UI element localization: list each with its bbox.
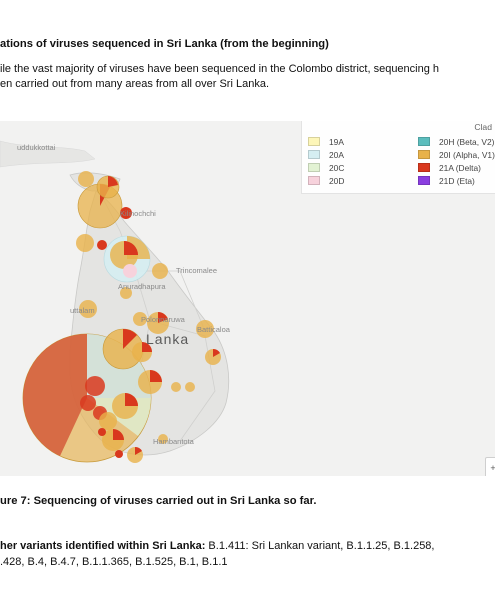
legend-label: 20A	[329, 149, 344, 160]
place-label: uttalam	[70, 306, 95, 315]
country-label: Lanka	[146, 331, 190, 347]
place-label: Anuradhapura	[118, 282, 166, 291]
place-label: Polonnaruwa	[141, 315, 185, 324]
place-label: uddukkottai	[17, 143, 56, 152]
legend-label: 20H (Beta, V2)	[439, 136, 495, 147]
legend-swatch	[308, 137, 320, 146]
variants-label: her variants identified within Sri Lanka…	[0, 540, 206, 552]
intro-line-2: en carried out from many areas from all …	[0, 78, 270, 90]
variants-paragraph: her variants identified within Sri Lanka…	[0, 539, 434, 570]
legend-item[interactable]: 20C	[308, 161, 344, 174]
legend-item[interactable]: 21A (Delta)	[418, 161, 495, 174]
legend-column-left: 19A 20A 20C 20D	[308, 135, 344, 187]
legend-item[interactable]: 20D	[308, 174, 344, 187]
figure-caption: ure 7: Sequencing of viruses carried out…	[0, 495, 317, 507]
variants-line-1: her variants identified within Sri Lanka…	[0, 539, 434, 555]
legend-label: 21A (Delta)	[439, 162, 481, 173]
road	[135, 270, 206, 332]
legend-swatch	[308, 150, 320, 159]
legend-item[interactable]: 20A	[308, 148, 344, 161]
variants-line-2: .428, B.4, B.4.7, B.1.1.365, B.1.525, B.…	[0, 555, 228, 568]
place-label: Trincomalee	[176, 266, 217, 275]
map-graphic	[0, 140, 230, 463]
legend-swatch	[418, 137, 430, 146]
legend-label: 20D	[329, 175, 345, 186]
legend-swatch	[308, 176, 320, 185]
legend-label: 20C	[329, 162, 345, 173]
zoom-button[interactable]: +	[485, 457, 495, 476]
clade-legend: Clad 19A 20A 20C 20D 20H (Beta, V2) 20I …	[301, 121, 495, 194]
legend-label: 21D (Eta)	[439, 175, 475, 186]
place-label: Hambantota	[153, 437, 194, 446]
intro-paragraph: ile the vast majority of viruses have be…	[0, 62, 439, 92]
legend-swatch	[418, 150, 430, 159]
place-label: Kilinochchi	[120, 209, 156, 218]
legend-item[interactable]: 19A	[308, 135, 344, 148]
legend-swatch	[418, 176, 430, 185]
legend-item[interactable]: 21D (Eta)	[418, 174, 495, 187]
sequencing-map[interactable]: uddukkottai Kilinochchi Trincomalee Anur…	[0, 121, 495, 476]
india-coast	[0, 140, 96, 168]
variants-list-1: B.1.411: Sri Lankan variant, B.1.1.25, B…	[205, 540, 435, 552]
intro-line-1: ile the vast majority of viruses have be…	[0, 63, 440, 75]
legend-item[interactable]: 20I (Alpha, V1)	[418, 148, 495, 161]
pie-markers	[76, 171, 221, 463]
place-label: Batticaloa	[197, 325, 230, 334]
legend-label: 20I (Alpha, V1)	[439, 149, 495, 160]
legend-title: Clad	[474, 122, 492, 132]
legend-label: 19A	[329, 136, 344, 147]
section-heading: ations of viruses sequenced in Sri Lanka…	[0, 38, 329, 50]
legend-swatch	[418, 163, 430, 172]
legend-swatch	[308, 163, 320, 172]
legend-column-right: 20H (Beta, V2) 20I (Alpha, V1) 21A (Delt…	[418, 135, 495, 187]
legend-item[interactable]: 20H (Beta, V2)	[418, 135, 495, 148]
